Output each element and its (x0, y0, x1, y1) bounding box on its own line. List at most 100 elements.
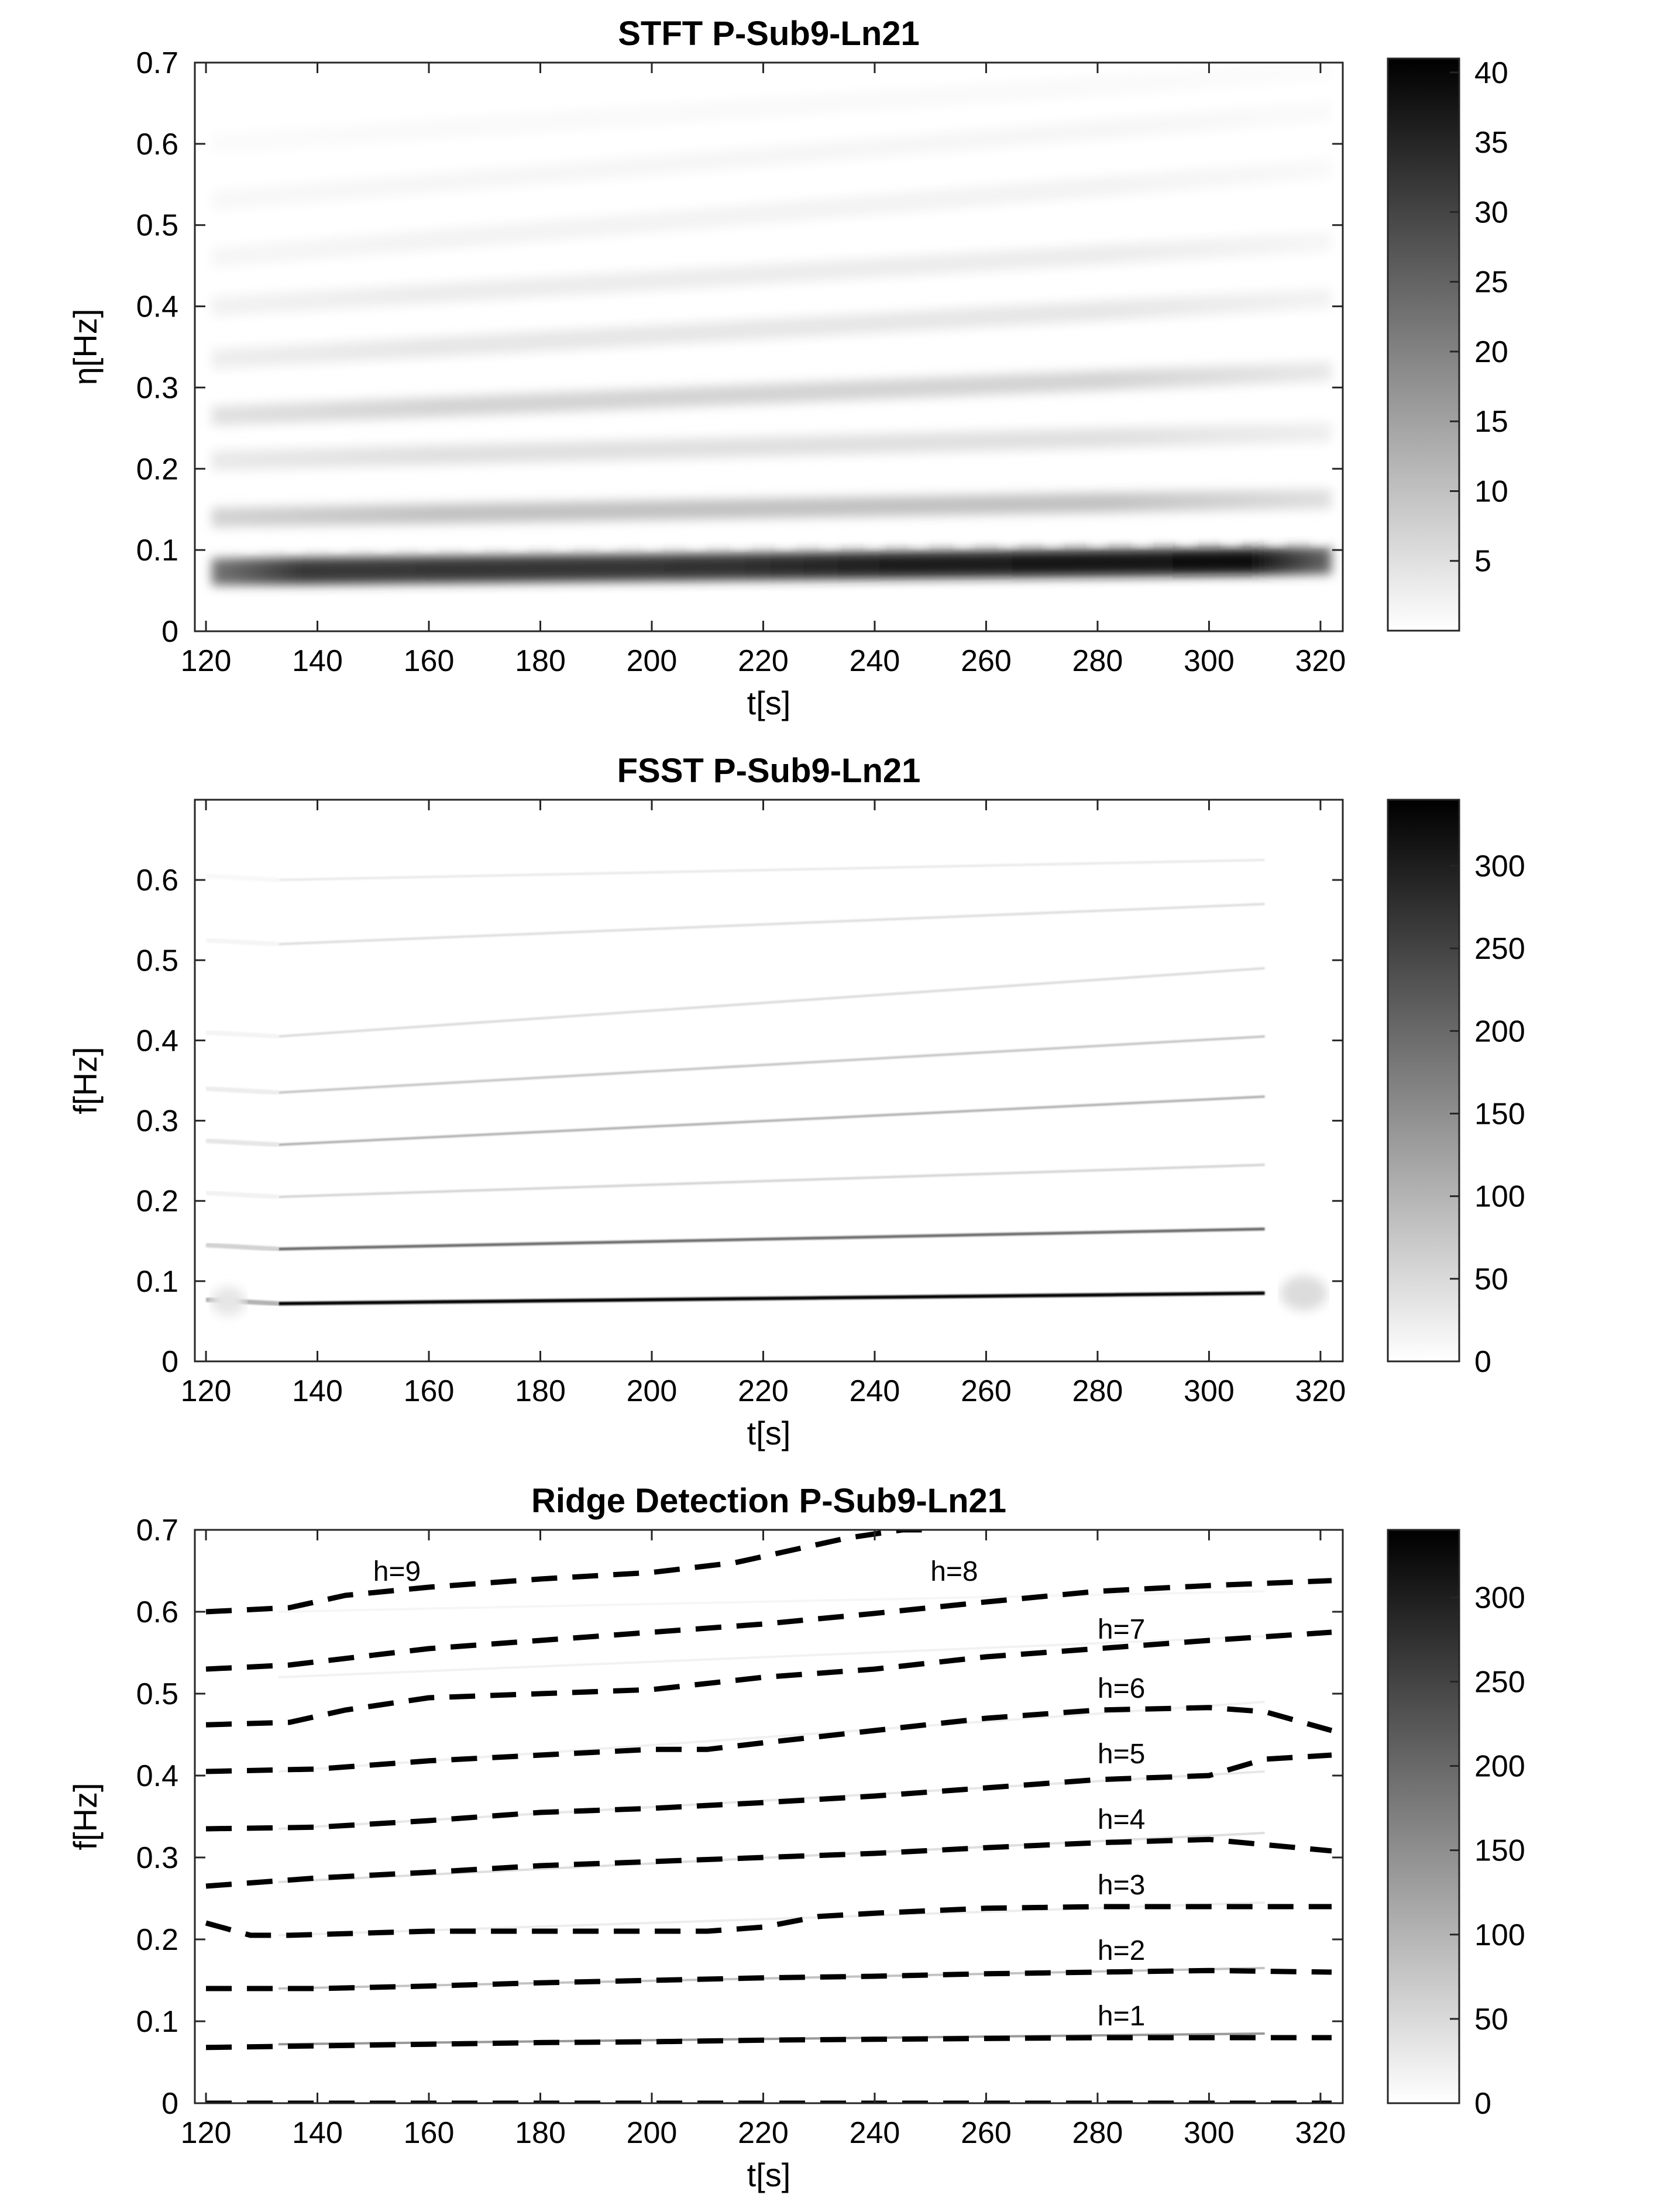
ridge-background-line (278, 2032, 1265, 2046)
panel-title: STFT P-Sub9-Ln21 (618, 15, 920, 53)
colorbar (1387, 799, 1460, 1363)
colorbar-tick-label: 100 (1474, 1180, 1525, 1214)
y-tick-label: 0.6 (136, 864, 178, 897)
fsst-line (278, 967, 1265, 1038)
x-tick-label: 140 (292, 1374, 343, 1408)
colorbar-tick-label: 30 (1474, 195, 1508, 229)
ridge-background-line (278, 1901, 1265, 1936)
ridge-background-line (278, 1590, 1265, 1613)
ridge-h=3 (205, 1904, 1332, 1938)
fsst-edge-blob (211, 1286, 246, 1316)
stft-band (211, 422, 1332, 471)
x-tick-label: 200 (627, 644, 678, 678)
fsst-line (278, 1227, 1265, 1251)
stft-gap-dot (864, 534, 885, 546)
ridge-h=4 (205, 1836, 1332, 1889)
panel-title: FSST P-Sub9-Ln21 (617, 752, 921, 790)
colorbar-tick-label: 35 (1474, 126, 1508, 160)
stft-band (211, 231, 1332, 317)
stft-gap-dot (373, 536, 395, 549)
axes-frame (194, 61, 1344, 632)
stft-band (211, 361, 1332, 426)
x-tick-label: 180 (515, 2116, 566, 2150)
y-tick-label: 0.2 (136, 1185, 178, 1219)
x-tick-label: 160 (404, 1374, 455, 1408)
colorbar-tick-label: 20 (1474, 335, 1508, 369)
x-tick-label: 220 (738, 1374, 789, 1408)
ridge-label: h=4 (1098, 1804, 1145, 1835)
x-tick-label: 240 (850, 644, 900, 678)
axes-frame (194, 799, 1344, 1363)
colorbar-tick-label: 200 (1474, 1750, 1525, 1784)
x-tick-label: 160 (404, 2116, 455, 2150)
stft-gap-dot (284, 537, 306, 549)
colorbar-tick-label: 25 (1474, 266, 1508, 300)
x-tick-label: 320 (1295, 1374, 1346, 1408)
stft-gap-dot (552, 535, 573, 548)
y-tick-label: 0.3 (136, 1841, 178, 1875)
stft-gap-dot (953, 533, 975, 545)
y-tick-label: 0.1 (136, 2005, 178, 2039)
x-tick-label: 120 (181, 1374, 232, 1408)
colorbar (1387, 57, 1460, 632)
colorbar-tick-label: 150 (1474, 1097, 1525, 1131)
fsst-line (278, 903, 1265, 945)
y-axis-label: f[Hz] (67, 1783, 104, 1850)
stft-gap-dot (909, 533, 930, 545)
ridge-h=9 (205, 1530, 931, 1615)
colorbar-tick-label: 40 (1474, 56, 1508, 90)
x-tick-label: 200 (627, 2116, 678, 2150)
ridge-label: h=6 (1098, 1673, 1145, 1704)
stft-gap-dot (1220, 531, 1242, 543)
fsst-line-edge (205, 1191, 279, 1199)
colorbar-tick-label: 0 (1474, 2087, 1491, 2121)
stft-gap-dot (1309, 531, 1331, 543)
plot-area (195, 63, 1343, 631)
x-tick-label: 240 (850, 1374, 900, 1408)
y-tick-label: 0.3 (136, 371, 178, 405)
y-tick-label: 0.5 (136, 209, 178, 243)
stft-gap-dot (998, 533, 1019, 545)
y-tick-label: 0.7 (136, 46, 178, 80)
x-tick-label: 140 (292, 644, 343, 678)
panel-3: Ridge Detection P-Sub9-Ln21 h=1 h=2 h=3 h=4 h… (67, 1482, 1525, 2193)
fsst-edge-blob (1280, 1275, 1328, 1311)
colorbar-tick-label: 250 (1474, 1665, 1525, 1699)
ridge-h=8 (205, 1578, 1332, 1672)
x-axis-label: t[s] (747, 1415, 791, 1451)
x-tick-label: 300 (1184, 2116, 1235, 2150)
x-tick-label: 320 (1295, 644, 1346, 678)
x-axis-label: t[s] (747, 2156, 791, 2193)
y-tick-label: 0.3 (136, 1105, 178, 1138)
ridge-h=2 (206, 1967, 1332, 1991)
stft-gap-dot (775, 534, 796, 546)
axes-frame (194, 1529, 1344, 2104)
stft-gap-dot (1176, 532, 1198, 544)
plot-background (195, 1530, 1343, 2103)
y-tick-label: 0 (161, 2087, 178, 2121)
colorbar-tick-label: 300 (1474, 849, 1525, 883)
fsst-line (278, 1164, 1265, 1198)
y-axis-label: f[Hz] (67, 1047, 104, 1114)
fsst-line-edge (205, 938, 279, 947)
stft-band (211, 101, 1332, 211)
ridge-label: h=7 (1098, 1614, 1145, 1645)
x-tick-label: 180 (515, 644, 566, 678)
x-tick-label: 140 (292, 2116, 343, 2150)
y-tick-label: 0.4 (136, 290, 178, 324)
ridge-label: h=3 (1098, 1870, 1145, 1901)
stft-band (211, 63, 1332, 154)
fsst-line (278, 1095, 1265, 1146)
ridge-h=7 (205, 1629, 1332, 1728)
ridge-background-line (278, 1770, 1265, 1830)
ridge-h=6 (205, 1705, 1333, 1774)
y-tick-label: 0 (161, 1345, 178, 1379)
x-tick-label: 260 (961, 1374, 1012, 1408)
y-tick-label: 0.2 (136, 452, 178, 486)
colorbar-tick-label: 200 (1474, 1014, 1525, 1048)
colorbar-tick-label: 10 (1474, 474, 1508, 508)
ridge-label: h=1 (1098, 2001, 1145, 2032)
y-tick-label: 0.1 (136, 534, 178, 567)
